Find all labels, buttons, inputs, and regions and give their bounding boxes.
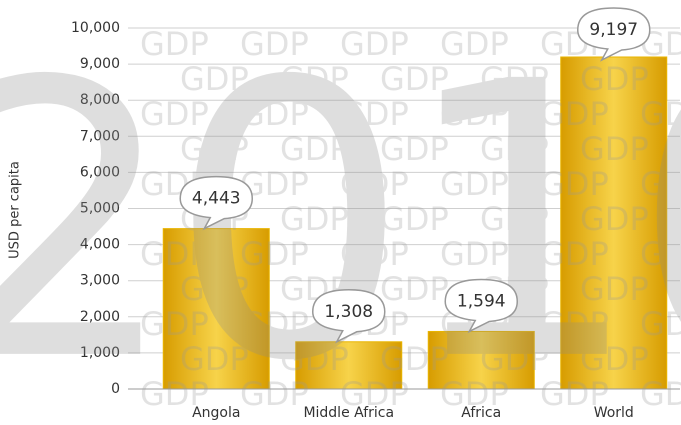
pattern-text: GDP bbox=[240, 25, 309, 63]
pattern-text: GDP bbox=[480, 200, 549, 238]
pattern-text: GDP bbox=[380, 60, 449, 98]
pattern-text: GDP bbox=[340, 165, 409, 203]
y-tick-label: 8,000 bbox=[80, 92, 120, 108]
pattern-text: GDP bbox=[380, 200, 449, 238]
callout bbox=[576, 7, 651, 62]
y-tick-label: 10,000 bbox=[71, 20, 120, 36]
bar bbox=[162, 228, 270, 390]
pattern-text: GDP bbox=[480, 130, 549, 168]
y-tick-label: 5,000 bbox=[80, 201, 120, 217]
y-tick-label: 6,000 bbox=[80, 164, 120, 180]
callout bbox=[444, 278, 519, 334]
x-tick-label: Angola bbox=[192, 405, 240, 421]
x-tick-label: Africa bbox=[461, 405, 501, 421]
bar bbox=[560, 56, 668, 390]
pattern-text: GDP bbox=[380, 270, 449, 308]
x-tick-label: World bbox=[594, 405, 634, 421]
pattern-text: GDP bbox=[340, 235, 409, 273]
pattern-text: GDP bbox=[340, 25, 409, 63]
y-tick-label: 3,000 bbox=[80, 273, 120, 289]
callout bbox=[179, 175, 254, 231]
pattern-text: GDP bbox=[380, 130, 449, 168]
y-tick-label: 2,000 bbox=[80, 309, 120, 325]
bar bbox=[427, 330, 535, 390]
pattern-text: GDP bbox=[440, 25, 509, 63]
y-tick-label: 9,000 bbox=[80, 56, 120, 72]
pattern-text: GDP bbox=[440, 165, 509, 203]
pattern-text: GDP bbox=[140, 25, 209, 63]
y-tick-label: 4,000 bbox=[80, 237, 120, 253]
pattern-text: GDP bbox=[480, 60, 549, 98]
pattern-text: GDP bbox=[440, 235, 509, 273]
pattern-text: GDP bbox=[180, 60, 249, 98]
value-label: 1,308 bbox=[324, 302, 373, 322]
y-tick-label: 0 bbox=[111, 381, 120, 397]
pattern-text: GDP bbox=[180, 130, 249, 168]
x-tick-label: Middle Africa bbox=[303, 405, 394, 421]
y-tick-label: 7,000 bbox=[80, 128, 120, 144]
y-axis-title: USD per capita bbox=[8, 161, 23, 259]
pattern-text: GDP bbox=[280, 200, 349, 238]
bar bbox=[295, 341, 403, 390]
value-label: 1,594 bbox=[457, 291, 506, 311]
y-tick-label: 1,000 bbox=[80, 345, 120, 361]
pattern-text: GDP bbox=[280, 60, 349, 98]
value-label: 4,443 bbox=[192, 189, 241, 209]
value-label: 9,197 bbox=[589, 20, 638, 40]
pattern-text: GDP bbox=[280, 130, 349, 168]
callout bbox=[311, 289, 386, 344]
